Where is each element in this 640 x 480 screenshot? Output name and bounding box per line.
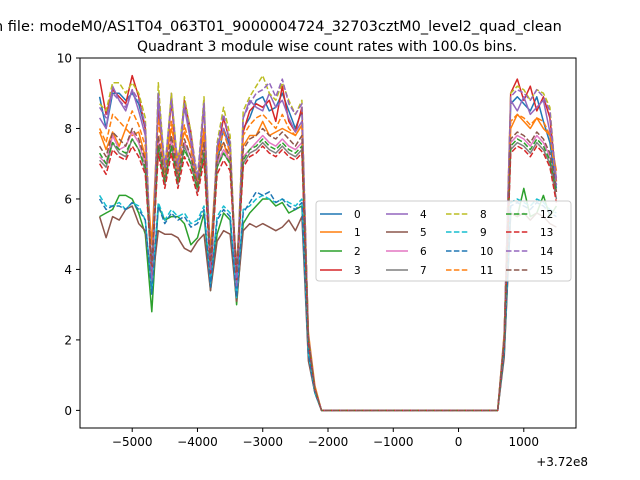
legend-label-5: 5 [420, 227, 427, 239]
legend-label-3: 3 [354, 265, 361, 277]
legend-label-13: 13 [540, 227, 553, 239]
x-tick-label: −3000 [242, 435, 283, 449]
legend-label-4: 4 [420, 209, 427, 221]
x-tick-label: −5000 [112, 435, 153, 449]
figure-suptitle: n file: modeM0/AS1T04_063T01_9000004724_… [0, 19, 562, 35]
series-line-15 [98, 127, 558, 412]
legend-label-0: 0 [354, 209, 361, 221]
y-tick-label: 8 [64, 122, 72, 136]
legend-label-12: 12 [540, 209, 553, 221]
y-axis: 0 2 4 6 8 10 [57, 52, 80, 418]
legend-label-6: 6 [420, 246, 427, 258]
x-tick-label: 0 [455, 435, 463, 449]
legend-label-1: 1 [354, 227, 361, 239]
chart-title: Quadrant 3 module wise count rates with … [137, 39, 517, 55]
x-tick-label: 1000 [509, 435, 540, 449]
x-tick-label: −2000 [308, 435, 349, 449]
series-layer [98, 74, 558, 412]
legend-label-15: 15 [540, 265, 553, 277]
legend-label-9: 9 [480, 227, 487, 239]
legend-label-8: 8 [480, 209, 487, 221]
series-line-10 [98, 191, 557, 412]
x-tick-label: −1000 [373, 435, 414, 449]
legend-label-7: 7 [420, 265, 427, 277]
x-tick-label: −4000 [177, 435, 218, 449]
y-tick-label: 6 [64, 192, 72, 206]
y-tick-label: 4 [64, 263, 72, 277]
legend-label-10: 10 [480, 246, 493, 258]
x-axis: −5000 −4000 −3000 −2000 −1000 0 1000 [112, 428, 539, 449]
legend-label-2: 2 [354, 246, 361, 258]
legend-label-11: 11 [480, 265, 493, 277]
y-tick-label: 0 [64, 404, 72, 418]
legend-label-14: 14 [540, 246, 554, 258]
y-tick-label: 2 [64, 333, 72, 347]
x-axis-offset-label: +3.72e8 [536, 455, 588, 469]
y-tick-label: 10 [57, 52, 72, 66]
legend-frame [315, 200, 572, 282]
